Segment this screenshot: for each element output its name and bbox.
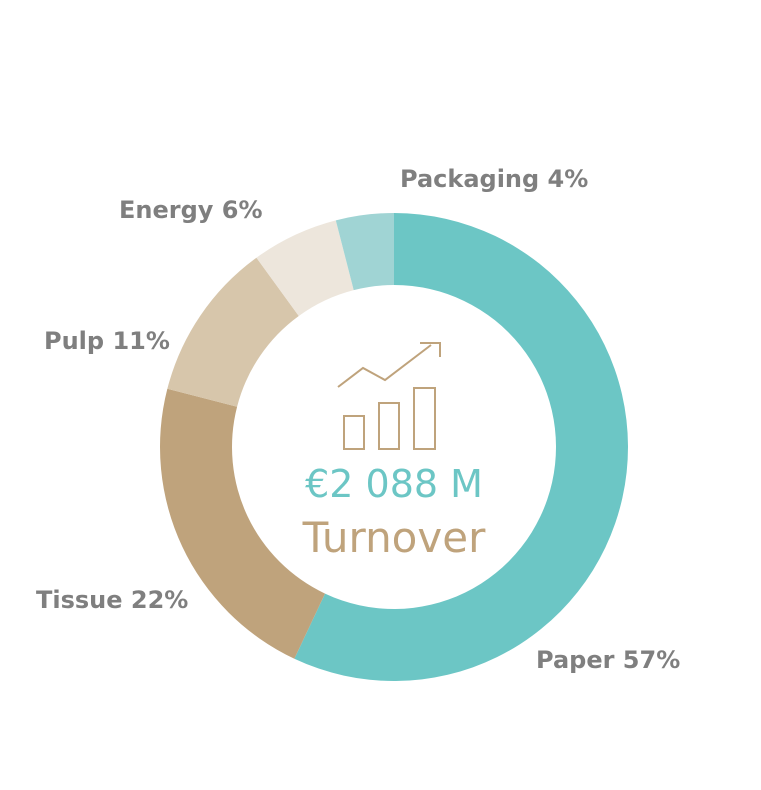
growth-chart-icon [337,342,441,450]
slice-packaging [335,213,394,291]
slice-paper [294,213,628,681]
label-packaging: Packaging 4% [400,165,588,193]
turnover-caption: Turnover [302,513,486,562]
slice-labels: Paper 57% Tissue 22% Pulp 11% Energy 6% … [36,165,680,674]
label-energy: Energy 6% [119,196,263,224]
turnover-value: €2 088 M [305,462,483,506]
slice-pulp [167,257,299,407]
label-tissue: Tissue 22% [36,586,188,614]
slice-energy [256,220,354,316]
donut-slices [159,213,628,681]
label-pulp: Pulp 11% [44,327,170,355]
label-paper: Paper 57% [536,646,680,674]
slice-tissue [159,388,326,659]
